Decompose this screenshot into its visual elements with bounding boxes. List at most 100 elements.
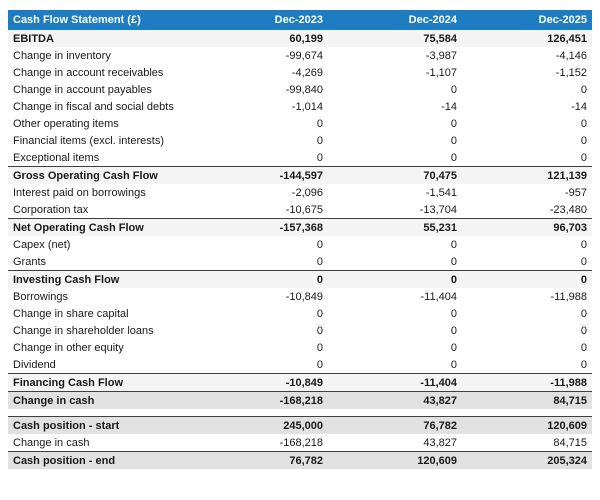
- row-label: Cash position - end: [8, 451, 208, 469]
- cell-value: -168,218: [208, 391, 328, 409]
- cell-value: -14: [441, 100, 457, 113]
- table-row: Cash position - end 76,782 120,609 205,324: [8, 451, 592, 469]
- row-label: Net Operating Cash Flow: [8, 218, 208, 236]
- table-row: Gross Operating Cash Flow -144,597 70,475 1…: [8, 166, 592, 184]
- cell-value: 43,827: [328, 391, 462, 409]
- table-row: Exceptional items 0 0 0: [8, 149, 592, 167]
- cell-value: 75,584: [328, 30, 462, 47]
- cell-value: -4,146: [555, 49, 587, 62]
- cell-value: -99,840: [285, 83, 323, 96]
- row-label: Change in cash: [8, 391, 208, 409]
- cell-value: 205,324: [462, 451, 592, 469]
- cell-value: 84,715: [462, 391, 592, 409]
- row-label: Change in cash: [13, 436, 90, 449]
- row-label: Other operating items: [13, 117, 119, 130]
- cell-value: -11,988: [462, 373, 592, 392]
- cell-value: 0: [580, 307, 587, 320]
- cell-value: -13,704: [419, 203, 457, 216]
- cell-value: -99,674: [285, 49, 323, 62]
- cell-value: 0: [580, 255, 587, 268]
- cell-value: 120,609: [462, 416, 592, 434]
- table-row: Change in account receivables -4,269 -1,10…: [8, 64, 592, 81]
- cell-value: -23,480: [549, 203, 587, 216]
- cell-value: 0: [316, 255, 323, 268]
- cell-value: 76,782: [208, 451, 328, 469]
- cell-value: 0: [580, 324, 587, 337]
- cell-value: -957: [564, 186, 587, 199]
- cell-value: -10,849: [208, 373, 328, 392]
- row-label: EBITDA: [8, 30, 208, 47]
- cell-value: 0: [450, 341, 457, 354]
- row-label: Dividend: [13, 358, 56, 371]
- cell-value: -11,404: [328, 373, 462, 392]
- cell-value: 0: [328, 270, 462, 288]
- cell-value: 0: [580, 134, 587, 147]
- table-row: Interest paid on borrowings -2,096 -1,541 -…: [8, 184, 592, 201]
- row-label: Change in account receivables: [13, 66, 164, 79]
- row-label: Cash position - start: [8, 416, 208, 434]
- cell-value: 0: [580, 117, 587, 130]
- cell-value: 0: [450, 324, 457, 337]
- table-row: Change in cash -168,218 43,827 84,715: [8, 391, 592, 409]
- cell-value: 0: [208, 270, 328, 288]
- cell-value: -11,988: [550, 290, 588, 303]
- cell-value: 0: [450, 117, 457, 130]
- cell-value: 0: [450, 151, 457, 164]
- row-label: Interest paid on borrowings: [13, 186, 146, 199]
- cell-value: 0: [316, 307, 323, 320]
- table-row: Dividend 0 0 0: [8, 356, 592, 374]
- cell-value: 76,782: [328, 416, 462, 434]
- cell-value: 0: [316, 117, 323, 130]
- column-header-dec-2024: Dec-2024: [328, 10, 462, 30]
- row-label: Change in fiscal and social debts: [13, 100, 174, 113]
- cell-value: 55,231: [328, 218, 462, 236]
- cell-value: 70,475: [328, 166, 462, 184]
- table-row: Corporation tax -10,675 -13,704 -23,480: [8, 201, 592, 219]
- row-label: Exceptional items: [13, 151, 100, 164]
- table-row: Change in inventory -99,674 -3,987 -4,146: [8, 47, 592, 64]
- row-label: Gross Operating Cash Flow: [8, 166, 208, 184]
- row-label: Change in other equity: [13, 341, 124, 354]
- column-header-dec-2025: Dec-2025: [462, 10, 592, 30]
- cell-value: 0: [316, 134, 323, 147]
- cell-value: -1,541: [425, 186, 457, 199]
- cell-value: 0: [580, 238, 587, 251]
- table-row: Change in shareholder loans 0 0 0: [8, 322, 592, 339]
- cell-value: 60,199: [208, 30, 328, 47]
- cell-value: 43,827: [423, 436, 457, 449]
- cell-value: -168,218: [279, 436, 323, 449]
- cell-value: 0: [580, 83, 587, 96]
- cell-value: 0: [316, 151, 323, 164]
- row-label: Financial items (excl. interests): [13, 134, 164, 147]
- cell-value: -1,107: [425, 66, 457, 79]
- row-label: Grants: [13, 255, 47, 268]
- column-header-dec-2023: Dec-2023: [208, 10, 328, 30]
- section-spacer: [8, 409, 592, 417]
- cell-value: 0: [316, 341, 323, 354]
- cell-value: 0: [450, 134, 457, 147]
- report-page: Cash Flow Statement (£) Dec-2023 Dec-202…: [8, 10, 592, 469]
- cell-value: 0: [580, 358, 587, 371]
- cell-value: 0: [316, 238, 323, 251]
- table-row: EBITDA 60,199 75,584 126,451: [8, 30, 592, 47]
- table-row: Borrowings -10,849 -11,404 -11,988: [8, 288, 592, 305]
- table-row: Change in account payables -99,840 0 0: [8, 81, 592, 98]
- row-label: Change in shareholder loans: [13, 324, 154, 337]
- cell-value: -157,368: [208, 218, 328, 236]
- cell-value: 0: [450, 307, 457, 320]
- cell-value: 0: [462, 270, 592, 288]
- cell-value: -14: [571, 100, 587, 113]
- table-row: Capex (net) 0 0 0: [8, 236, 592, 253]
- cell-value: -2,096: [291, 186, 323, 199]
- table-row: Investing Cash Flow 0 0 0: [8, 270, 592, 288]
- table-row: Financing Cash Flow -10,849 -11,404 -11,988: [8, 373, 592, 392]
- table-title: Cash Flow Statement (£): [8, 10, 208, 30]
- cell-value: 84,715: [553, 436, 587, 449]
- cell-value: 126,451: [462, 30, 592, 47]
- row-label: Change in account payables: [13, 83, 152, 96]
- row-label: Corporation tax: [13, 203, 89, 216]
- table-row: Net Operating Cash Flow -157,368 55,231 96,…: [8, 218, 592, 236]
- row-label: Borrowings: [13, 290, 69, 303]
- cell-value: 0: [580, 151, 587, 164]
- cash-flow-main-section: EBITDA 60,199 75,584 126,451 Change in inven…: [8, 30, 592, 409]
